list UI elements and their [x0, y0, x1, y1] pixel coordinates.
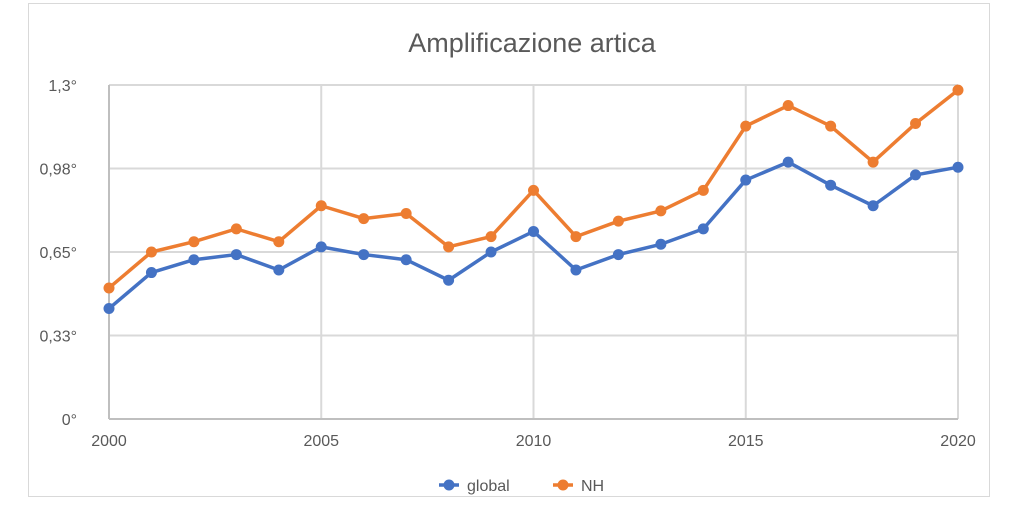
data-point — [145, 267, 157, 279]
data-point — [358, 213, 370, 225]
x-tick-label: 2010 — [516, 433, 552, 450]
x-tick-label: 2020 — [940, 433, 976, 450]
data-point — [867, 156, 879, 168]
data-point — [825, 120, 837, 132]
data-point — [358, 249, 370, 261]
data-point — [145, 246, 157, 258]
series-nh — [103, 84, 964, 294]
data-point — [740, 120, 752, 132]
data-point — [103, 303, 115, 315]
data-point — [230, 223, 242, 235]
data-point — [612, 215, 624, 227]
data-point — [910, 118, 922, 130]
chart-title: Amplificazione artica — [408, 28, 657, 58]
data-point — [655, 238, 667, 250]
data-point — [612, 249, 624, 261]
x-tick-label: 2015 — [728, 433, 764, 450]
data-point — [825, 179, 837, 191]
x-tick-label: 2000 — [91, 433, 127, 450]
data-point — [273, 264, 285, 276]
legend-item-global: global — [439, 478, 510, 495]
data-point — [910, 169, 922, 181]
data-point — [697, 223, 709, 235]
data-point — [867, 200, 879, 212]
legend-label: global — [467, 478, 510, 495]
data-point — [443, 241, 455, 253]
data-point — [188, 236, 200, 248]
chart-frame — [28, 3, 990, 497]
y-tick-label: 0,98° — [39, 162, 77, 179]
data-point — [485, 231, 497, 243]
data-point — [952, 161, 964, 173]
data-point — [952, 84, 964, 96]
data-point — [315, 200, 327, 212]
data-point — [570, 264, 582, 276]
data-point — [188, 254, 200, 266]
data-point — [103, 282, 115, 294]
legend-marker — [557, 479, 569, 491]
legend-label: NH — [581, 478, 604, 495]
data-point — [485, 246, 497, 258]
series-global — [103, 156, 964, 315]
data-point — [273, 236, 285, 248]
data-point — [782, 100, 794, 112]
data-point — [230, 249, 242, 261]
data-point — [697, 184, 709, 196]
data-point — [740, 174, 752, 186]
y-tick-label: 1,3° — [48, 78, 77, 95]
data-point — [570, 231, 582, 243]
data-point — [782, 156, 794, 168]
data-point — [443, 274, 455, 286]
data-point — [400, 207, 412, 219]
legend-item-nh: NH — [553, 478, 604, 495]
y-tick-label: 0,65° — [39, 245, 77, 262]
y-tick-label: 0,33° — [39, 329, 77, 346]
y-tick-label: 0° — [62, 412, 77, 429]
data-point — [655, 205, 667, 217]
data-point — [315, 241, 327, 253]
data-point — [528, 184, 539, 196]
legend-marker — [443, 479, 455, 491]
data-point — [528, 225, 539, 237]
x-tick-label: 2005 — [303, 433, 339, 450]
data-point — [400, 254, 412, 266]
